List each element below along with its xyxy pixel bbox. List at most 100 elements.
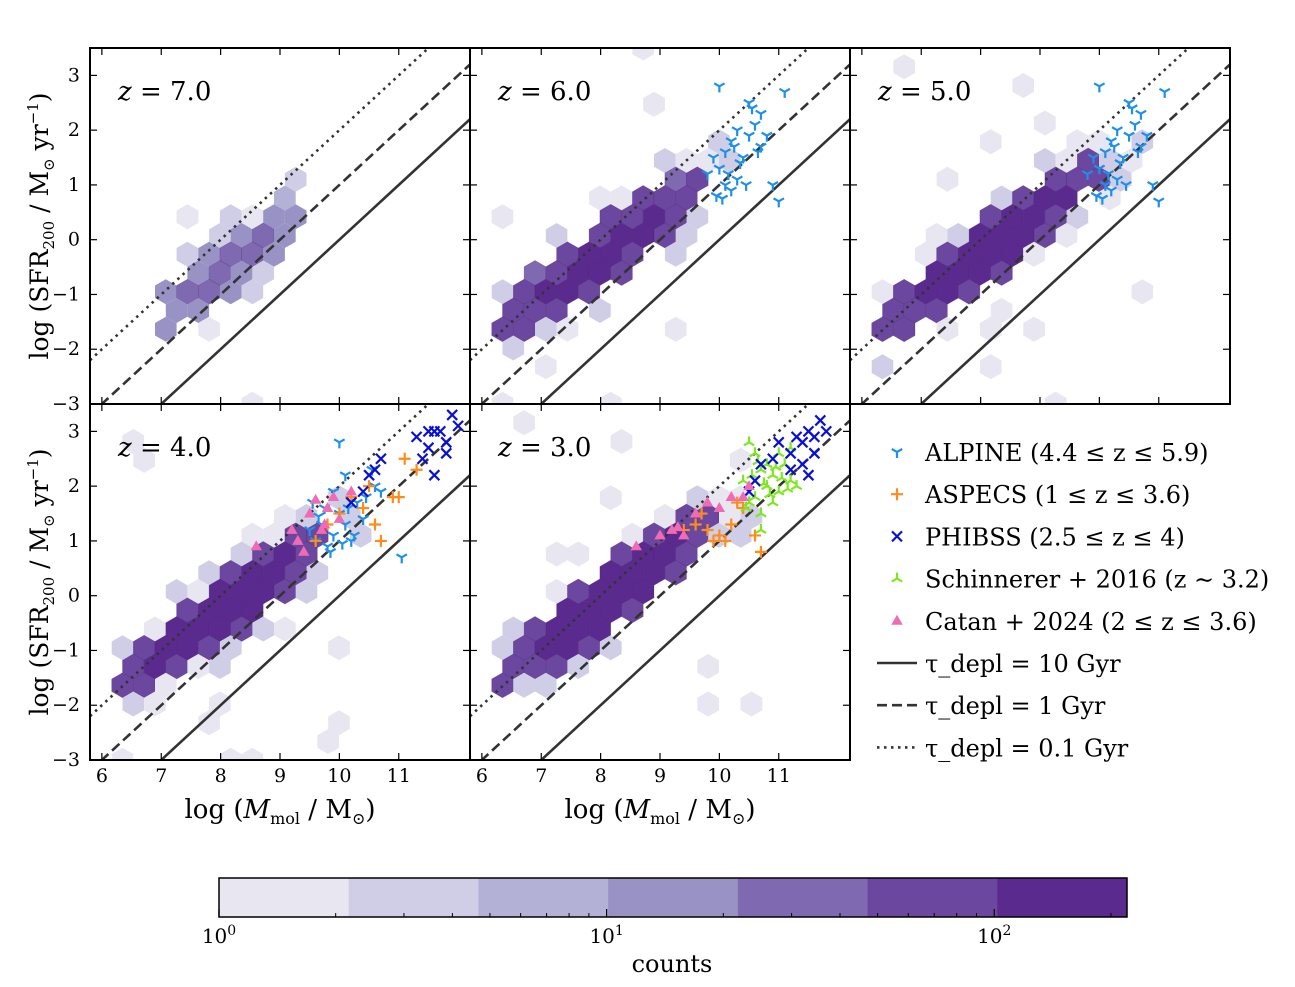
hexbin-cell [241,204,264,230]
catan-point [318,518,331,529]
schinnerer-point [772,485,785,496]
aspecs-point [754,545,767,558]
aspecs-point [410,463,423,476]
alpine-point [1123,98,1135,109]
catan-point [701,496,714,507]
hexbin-cell [349,522,372,548]
alpine-point [778,87,791,98]
panel-4: 6 7 8 9 10 11 z = 3.0 [469,403,851,787]
y-tick-label: −3 [52,393,80,415]
schinnerer-point [740,502,752,513]
phibss-point [434,425,447,438]
depletion-line-0.1gyr [850,48,1191,362]
panel-label: z = 7.0 [117,77,211,107]
alpine-point [1123,131,1135,142]
depletion-line-10gyr [159,474,470,760]
hexbin-cell [263,204,285,230]
legend-label: ALPINE (4.4 ≤ z ≤ 5.9) [924,439,1209,467]
phibss-point [345,496,358,509]
catan-point [286,523,298,534]
hexbin-cell [697,148,719,173]
panel-0: −3 −2 −1 0 1 2 3 z = 7.0 [52,47,471,415]
schinnerer-point [784,474,797,485]
alpine-point [731,126,743,137]
x-tick-label: 11 [767,765,791,787]
panel-label: z = 4.0 [117,433,211,463]
y-tick-label: 3 [68,64,80,86]
alpine-point [752,148,764,159]
alpine-point [1093,164,1106,175]
aspecs-point [707,534,720,547]
hexbin-cell [328,635,350,661]
hexbin-cell [654,148,676,173]
alpine-point [740,180,752,191]
hexbin-cell [252,616,274,642]
hexbin-cell [230,223,253,248]
depletion-line-0.1gyr [470,48,811,362]
alpine-point [1135,109,1147,120]
phibss-point [363,469,375,481]
schinnerer-point [764,488,776,499]
alpine-point [1129,120,1141,131]
hexbin-cell [990,185,1013,211]
panel-plot-area [90,48,470,404]
hexbin-cell [567,654,590,679]
hexbin-cell [209,654,231,679]
panel-2: z = 5.0 [849,47,1231,405]
aspecs-point [357,502,370,515]
aspecs-point [713,529,726,542]
colorbar: 100 101 102 counts [202,877,1128,978]
legend-marker-x [891,530,903,543]
hexbin-cell [491,391,514,404]
catan-point [654,529,666,540]
alpine-point [312,512,325,523]
hexbin-cell [664,241,687,267]
schinnerer-point [775,471,788,482]
hexbin-cell [556,316,579,342]
hexbin-cell [1023,241,1045,267]
alpine-point [357,515,369,526]
y-tick-label: −1 [52,283,80,305]
phibss-point [772,436,785,449]
depletion-line-1gyr [479,63,850,404]
phibss-point [428,469,441,481]
phibss-point [416,452,429,465]
phibss-point [808,431,821,443]
hexbin-cell [925,223,948,248]
alpine-point [722,170,735,180]
schinnerer-point [767,496,779,507]
phibss-point [422,442,435,454]
alpine-point [1105,186,1118,197]
hexbin-cell [1131,279,1154,305]
x-tick-label: 8 [215,765,227,787]
alpine-point [713,82,726,93]
catan-point [666,523,678,534]
hexbin-cell [187,298,210,323]
hexbin-cell [122,429,145,454]
hexbin-cell [535,672,557,698]
x-tick-label: 11 [387,765,411,787]
hexbin-cell [979,354,1002,380]
alpine-point [734,159,746,170]
colorbar-bin [608,878,739,917]
hexbin-cell [697,654,719,679]
depletion-line-10gyr [159,118,470,404]
phibss-point [784,463,797,476]
y-axis-label: log (SFR200 / M⊙ yr−1) [24,448,58,715]
phibss-point [749,474,761,487]
hexbin-cell [219,747,242,760]
y-tick-label: −3 [52,749,80,771]
hexbin-cell [871,354,894,380]
alpine-point [303,526,316,536]
aspecs-point [689,518,702,531]
hexbin-cell [284,204,307,230]
hexbin-cell [936,166,959,192]
panel-3: 6 7 8 9 10 11 −3 −2 −1 0 1 2 3 z = 4.0 [52,403,471,787]
y-tick-label: 0 [68,229,80,251]
hexbin-cell [621,522,644,548]
alpine-point [749,120,761,131]
hexbin-cell [317,729,339,754]
catan-point [630,540,642,551]
hexbin-cell [892,316,916,343]
alpine-point [701,170,714,180]
